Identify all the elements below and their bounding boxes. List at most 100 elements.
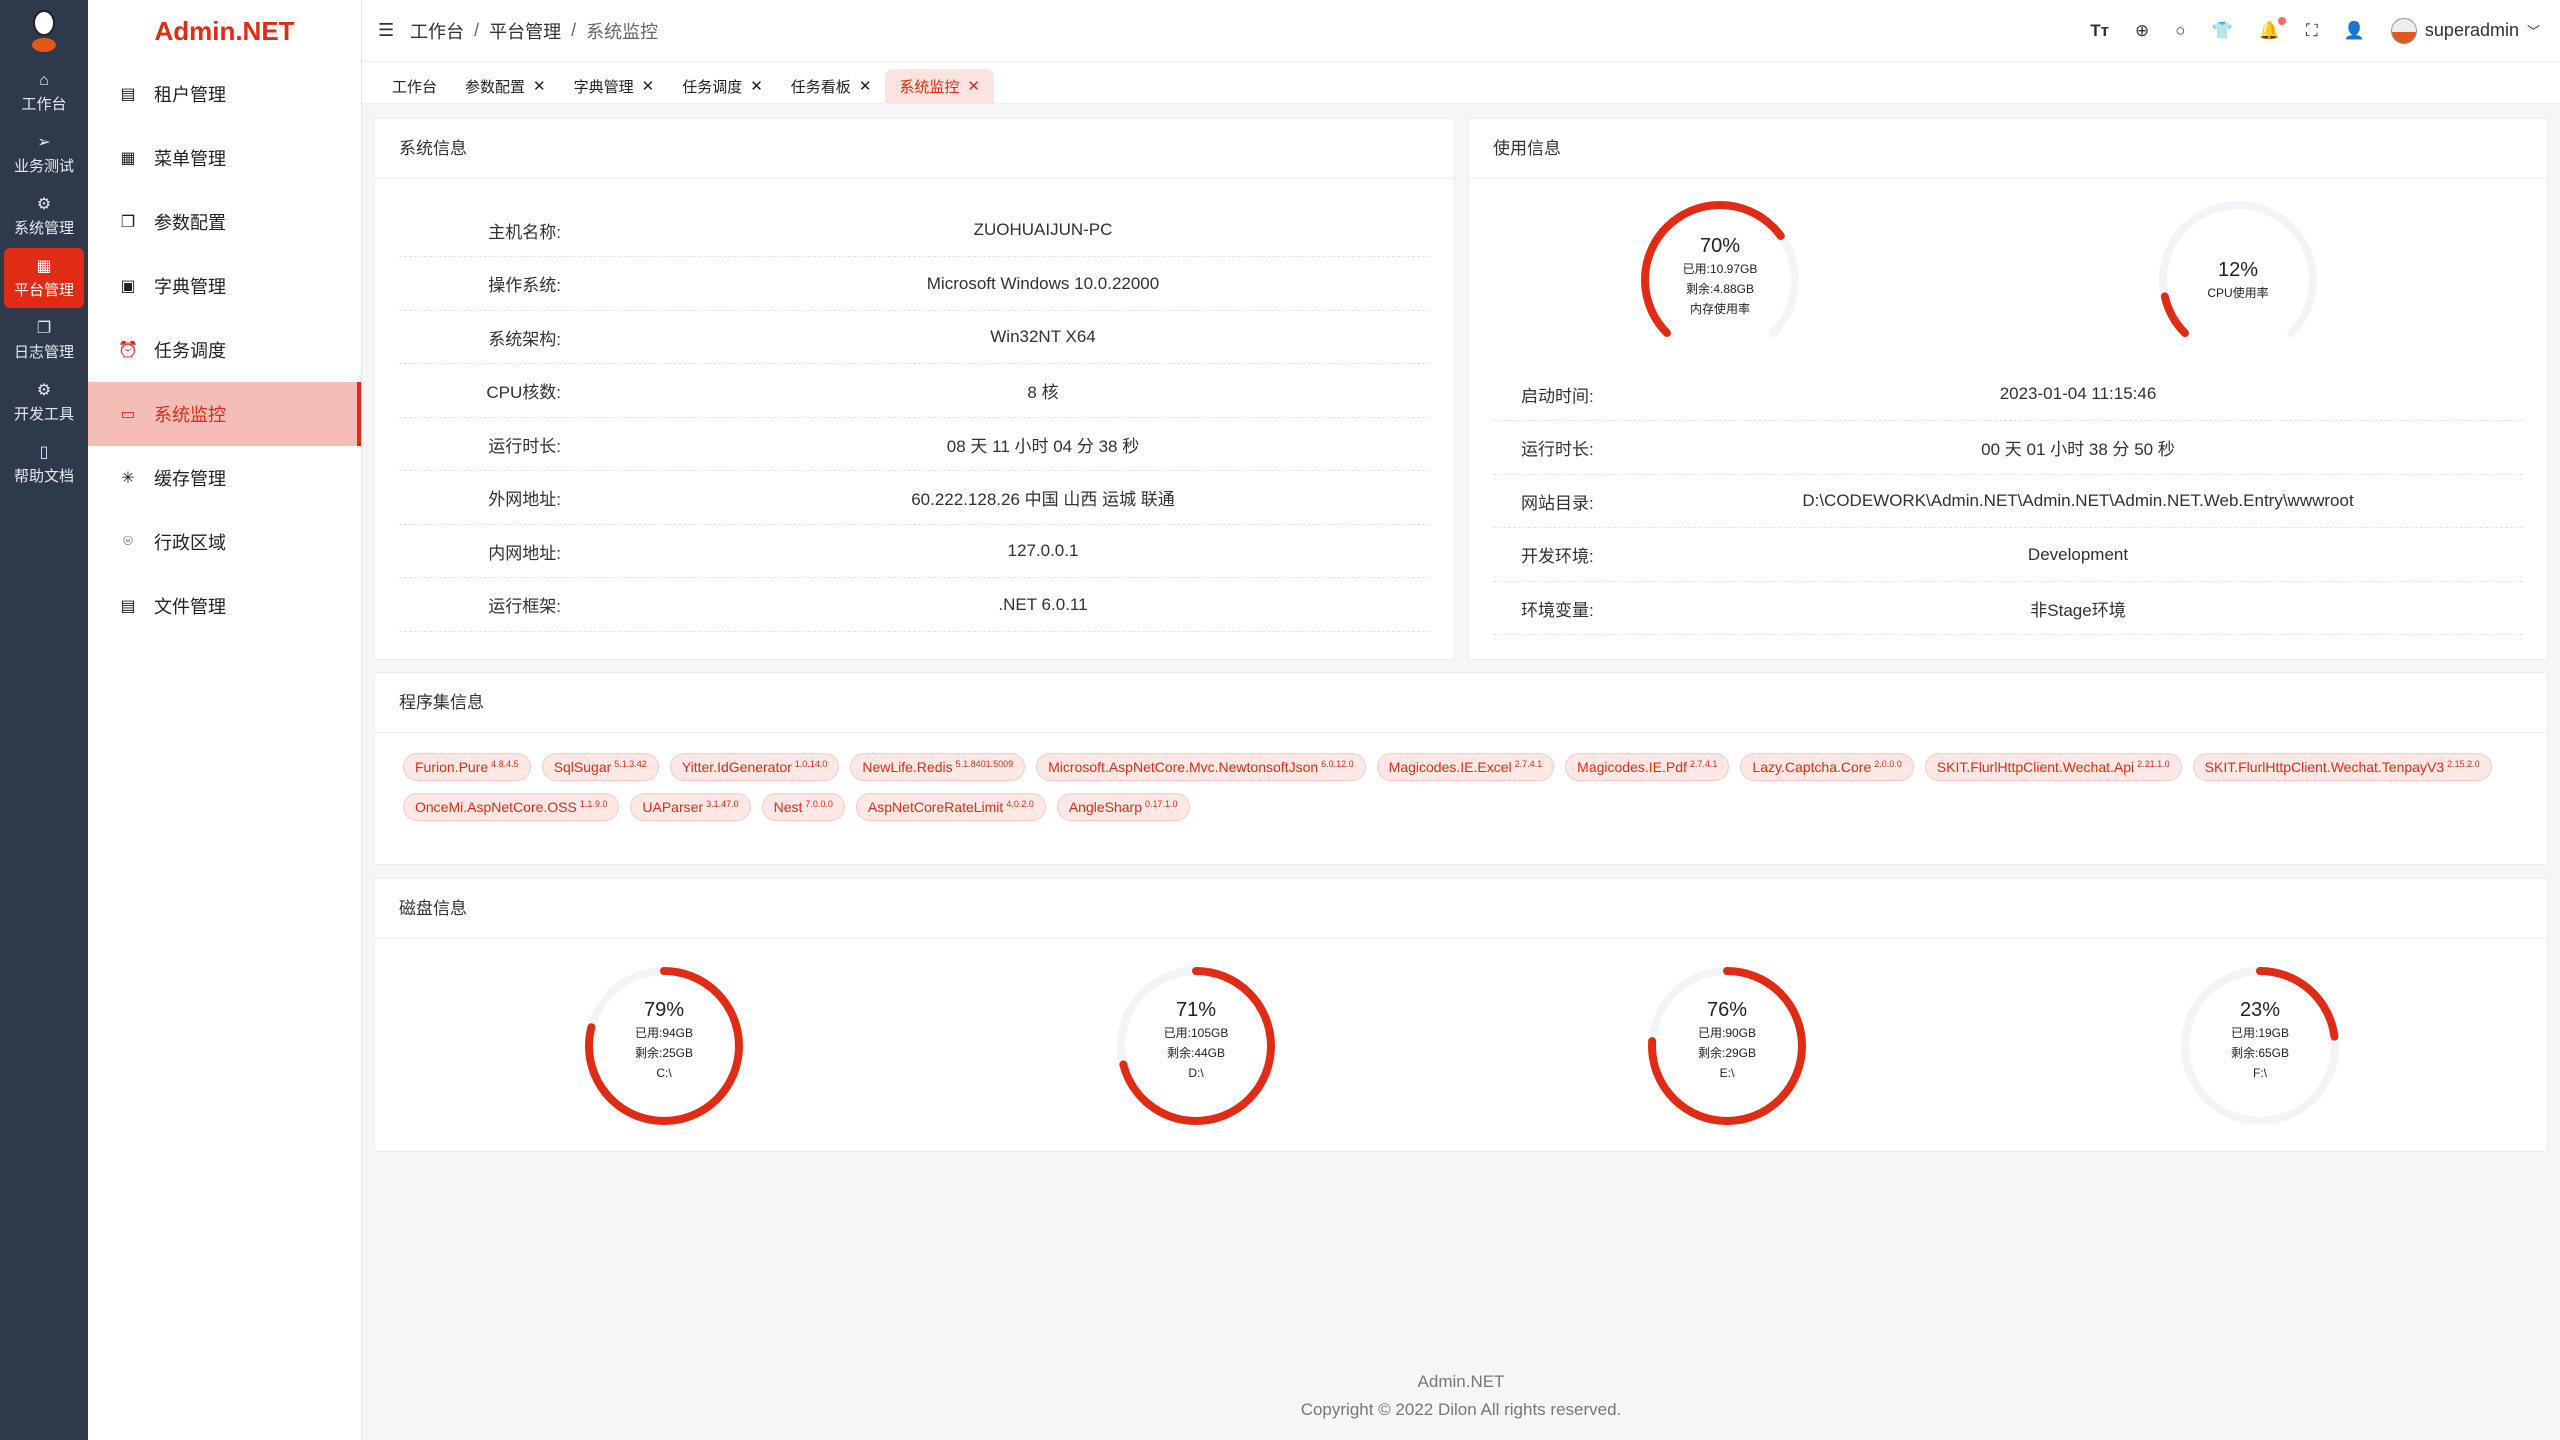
rail-item-label: 系统管理 <box>13 219 74 237</box>
menu-item[interactable]: ⌾ 行政区域 <box>88 510 361 574</box>
rail-item-label: 平台管理 <box>13 281 74 299</box>
disk-free: 剩余:44GB <box>1166 1046 1226 1060</box>
assembly-tag: Magicodes.IE.Pdf 2.7.4.1 <box>1565 753 1730 781</box>
close-icon[interactable]: ✕ <box>641 78 655 95</box>
menu-collapse-icon[interactable]: ☰ <box>378 20 395 40</box>
menu-item[interactable]: ❐ 参数配置 <box>88 190 361 254</box>
usage-value: Development <box>2027 544 2129 564</box>
tab-label: 工作台 <box>392 78 438 96</box>
tab-label: 系统监控 <box>899 78 960 96</box>
assembly-version: 2.7.4.1 <box>1689 759 1718 769</box>
gauge-fill <box>585 967 743 1125</box>
tab[interactable]: 任务看板 ✕ <box>777 69 886 103</box>
bell-icon[interactable]: 🔔 <box>2259 16 2286 41</box>
tab[interactable]: 任务调度 ✕ <box>668 69 777 103</box>
font-size-icon[interactable]: Tт <box>2090 20 2109 40</box>
assembly-tag: Magicodes.IE.Excel 2.7.4.1 <box>1376 753 1555 781</box>
gauge-svg <box>2159 201 2317 359</box>
menu-item[interactable]: ⏰ 任务调度 <box>88 318 361 382</box>
rail-item[interactable]: ❐ 日志管理 <box>4 310 84 370</box>
language-icon[interactable]: ⊕ <box>2134 20 2150 40</box>
theme-shirt-icon[interactable]: 👕 <box>2211 20 2233 40</box>
disk-drive: C:\ <box>656 1066 672 1080</box>
assembly-version: 0.17.1.0 <box>1145 799 1178 809</box>
disk-free: 剩余:25GB <box>634 1046 694 1060</box>
tab[interactable]: 系统监控 ✕ <box>885 69 994 103</box>
menu-item-label: 字典管理 <box>154 277 226 297</box>
rail-item[interactable]: ➢ 业务测试 <box>4 124 84 184</box>
assembly-name: SKIT.FlurlHttpClient.Wechat.Api <box>1936 759 2135 775</box>
rail-item-label: 帮助文档 <box>13 467 74 485</box>
menu-item[interactable]: ✳ 缓存管理 <box>88 446 361 510</box>
disk-percent: 79% <box>643 999 685 1021</box>
tab[interactable]: 字典管理 ✕ <box>560 69 669 103</box>
info-label: 运行框架: <box>488 597 561 616</box>
usage-value: 00 天 01 小时 38 分 50 秒 <box>1981 440 2175 459</box>
usage-label: 运行时长: <box>1521 440 1594 459</box>
usage-info-card: 使用信息 70% 已用:10.97GB 剩余:4.88GB 内存使用率 12% … <box>1468 118 2548 660</box>
fullscreen-icon[interactable]: ⛶ <box>2305 20 2318 40</box>
breadcrumb: 工作台 / 平台管理 / 系统监控 <box>410 18 658 44</box>
close-icon[interactable]: ✕ <box>858 78 872 95</box>
rail-item[interactable]: ⚙ 开发工具 <box>4 372 84 432</box>
assembly-tag: Microsoft.AspNetCore.Mvc.NewtonsoftJson 6… <box>1036 753 1366 781</box>
tab[interactable]: 工作台 <box>378 69 451 103</box>
info-label: 运行时长: <box>488 436 561 456</box>
footer: Admin.NET Copyright © 2022 Dilon All rig… <box>362 1368 2560 1424</box>
memory-used: 已用:10.97GB <box>1682 262 1758 276</box>
avatar <box>2390 17 2417 44</box>
tab-bar: 工作台 参数配置 ✕ 字典管理 ✕ 任务调度 ✕ 任务看板 ✕ 系统监控 ✕ <box>362 62 2560 104</box>
search-icon[interactable]: ○ <box>2175 20 2186 40</box>
menu-item[interactable]: ▦ 菜单管理 <box>88 126 361 190</box>
assembly-version: 3.1.47.0 <box>706 799 739 809</box>
memory-free: 剩余:4.88GB <box>1685 282 1755 296</box>
rail-item[interactable]: ▦ 平台管理 <box>4 248 84 308</box>
menu-item-label: 租户管理 <box>154 85 226 105</box>
memory-gauge: 70% 已用:10.97GB 剩余:4.88GB 内存使用率 <box>1635 195 1805 365</box>
user-dropdown[interactable]: superadmin ﹀ <box>2390 17 2540 44</box>
notebook-icon: ▯ <box>39 443 49 461</box>
home-icon: ⌂ <box>39 71 49 89</box>
info-label: CPU核数: <box>486 383 561 402</box>
header: ☰ 工作台 / 平台管理 / 系统监控 Tт ⊕ ○ 👕 🔔 ⛶ 👤 superad… <box>362 0 2560 62</box>
send-icon: ➢ <box>37 133 51 151</box>
building-icon: ▤ <box>120 86 136 103</box>
usage-row: 启动时间: 2023-01-04 11:15:46 <box>1493 368 2523 421</box>
rail-item[interactable]: ⌂ 工作台 <box>4 62 84 122</box>
cpu-percent: 12% <box>2217 259 2259 281</box>
tab-label: 任务看板 <box>790 78 851 96</box>
usage-value: D:\CODEWORK\Admin.NET\Admin.NET\Admin.NE… <box>1802 491 2354 510</box>
usage-label: 启动时间: <box>1521 386 1594 406</box>
assembly-tag: AngleSharp 0.17.1.0 <box>1056 793 1190 821</box>
assembly-name: Microsoft.AspNetCore.Mvc.NewtonsoftJson <box>1048 759 1319 775</box>
gauge-fill <box>1117 967 1275 1125</box>
assembly-tag: SKIT.FlurlHttpClient.Wechat.Api 2.21.1.0 <box>1924 753 2182 781</box>
info-row: 外网地址: 60.222.128.26 中国 山西 运城 联通 <box>399 472 1430 525</box>
card-title: 使用信息 <box>1469 119 2547 179</box>
assembly-tag: Nest 7.0.0.0 <box>761 793 845 821</box>
loading-icon: ✳ <box>121 470 135 487</box>
tab-label: 字典管理 <box>573 78 634 96</box>
rail-item[interactable]: ▯ 帮助文档 <box>4 434 84 494</box>
assembly-version: 4.8.4.5 <box>491 759 519 769</box>
close-icon[interactable]: ✕ <box>750 78 763 95</box>
assembly-version: 7.0.0.0 <box>805 799 833 809</box>
assembly-version: 1.1.9.0 <box>579 799 608 809</box>
location-icon: ⌾ <box>123 533 133 550</box>
assembly-name: Furion.Pure <box>415 759 489 775</box>
tab[interactable]: 参数配置 ✕ <box>451 69 560 103</box>
assembly-version: 2.0.0.0 <box>1874 759 1902 769</box>
close-icon[interactable]: ✕ <box>967 78 980 95</box>
menu-item[interactable]: ▭ 系统监控 <box>88 382 361 446</box>
breadcrumb-item[interactable]: 平台管理 <box>489 21 562 42</box>
menu-item[interactable]: ▤ 租户管理 <box>88 62 361 126</box>
close-icon[interactable]: ✕ <box>533 78 546 95</box>
breadcrumb-item[interactable]: 工作台 <box>410 21 465 42</box>
menu-item[interactable]: ▤ 文件管理 <box>88 574 361 638</box>
rail-item[interactable]: ⚙ 系统管理 <box>4 186 84 246</box>
user-icon[interactable]: 👤 <box>2343 20 2365 40</box>
assembly-version: 2.21.1.0 <box>2137 759 2170 769</box>
menu-item[interactable]: ▣ 字典管理 <box>88 254 361 318</box>
info-row: 运行时长: 08 天 11 小时 04 分 38 秒 <box>399 418 1430 471</box>
card-title: 程序集信息 <box>375 673 2547 733</box>
